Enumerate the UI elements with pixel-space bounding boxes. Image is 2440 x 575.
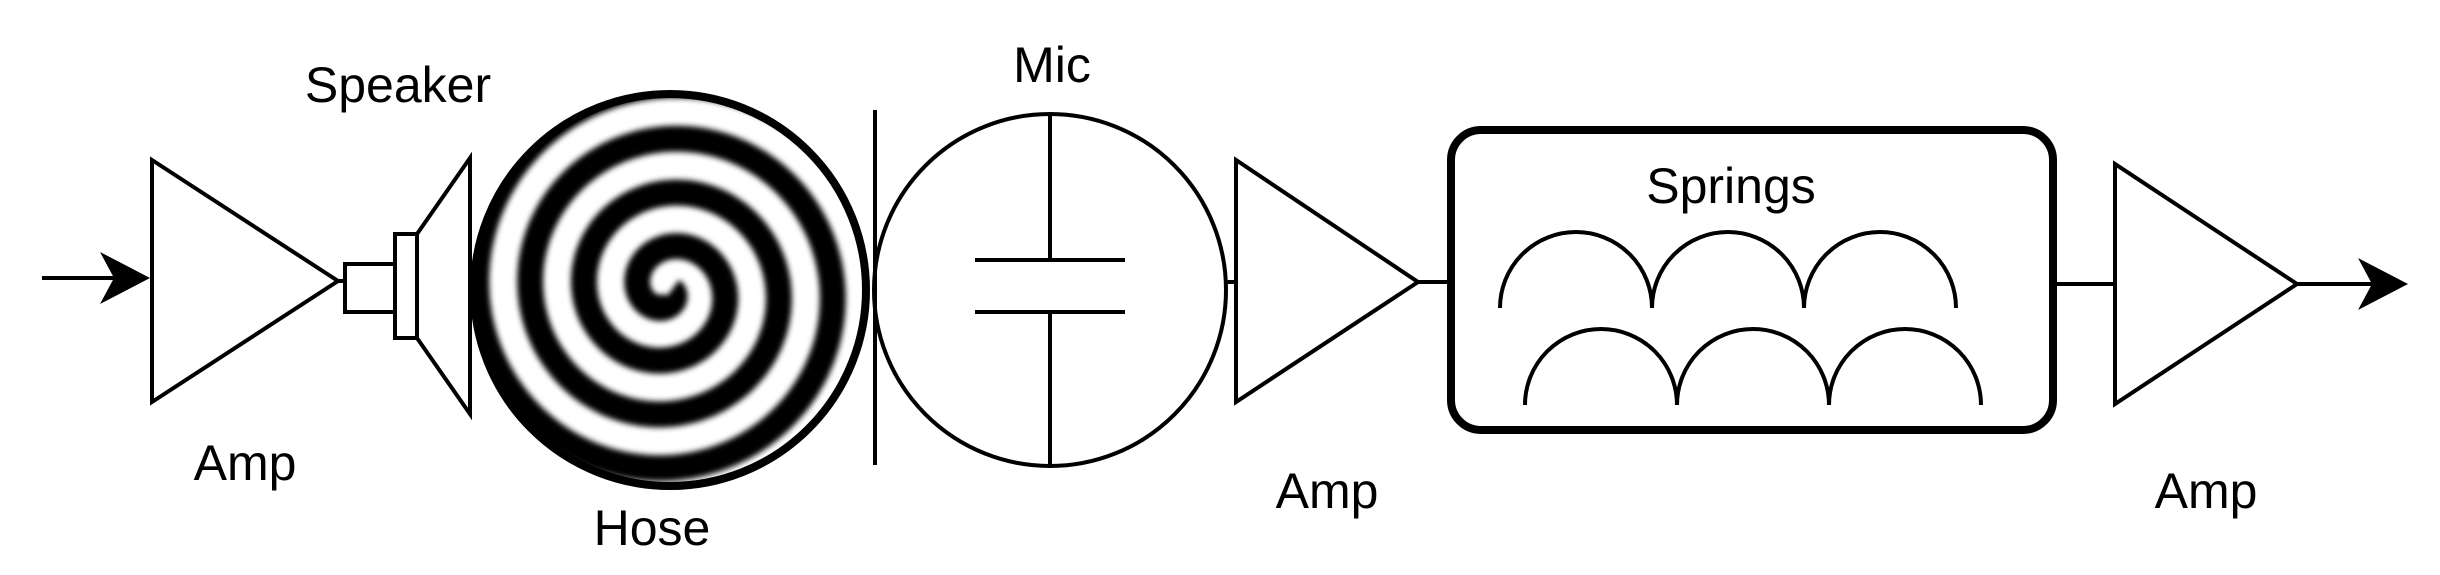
amp-2-triangle <box>1234 156 1422 406</box>
output-arrow-icon <box>2297 258 2408 310</box>
speaker-icon <box>343 151 472 421</box>
springs-box <box>1447 126 2057 434</box>
amp-3-triangle <box>2113 160 2301 408</box>
mic-label: Mic <box>1013 37 1091 93</box>
amp-1-triangle <box>150 156 342 406</box>
hose-spiral-icon <box>470 90 870 490</box>
springs-label: Springs <box>1646 158 1816 214</box>
hose-label: Hose <box>594 500 711 556</box>
amp-2-label: Amp <box>1276 463 1379 519</box>
amp-3-label: Amp <box>2155 463 2258 519</box>
speaker-label: Speaker <box>305 57 491 113</box>
input-arrow-icon <box>42 252 150 304</box>
springs-coil-icon <box>1498 230 1983 406</box>
mic-capacitor-icon <box>872 112 1228 468</box>
amp-1-label: Amp <box>194 435 297 491</box>
